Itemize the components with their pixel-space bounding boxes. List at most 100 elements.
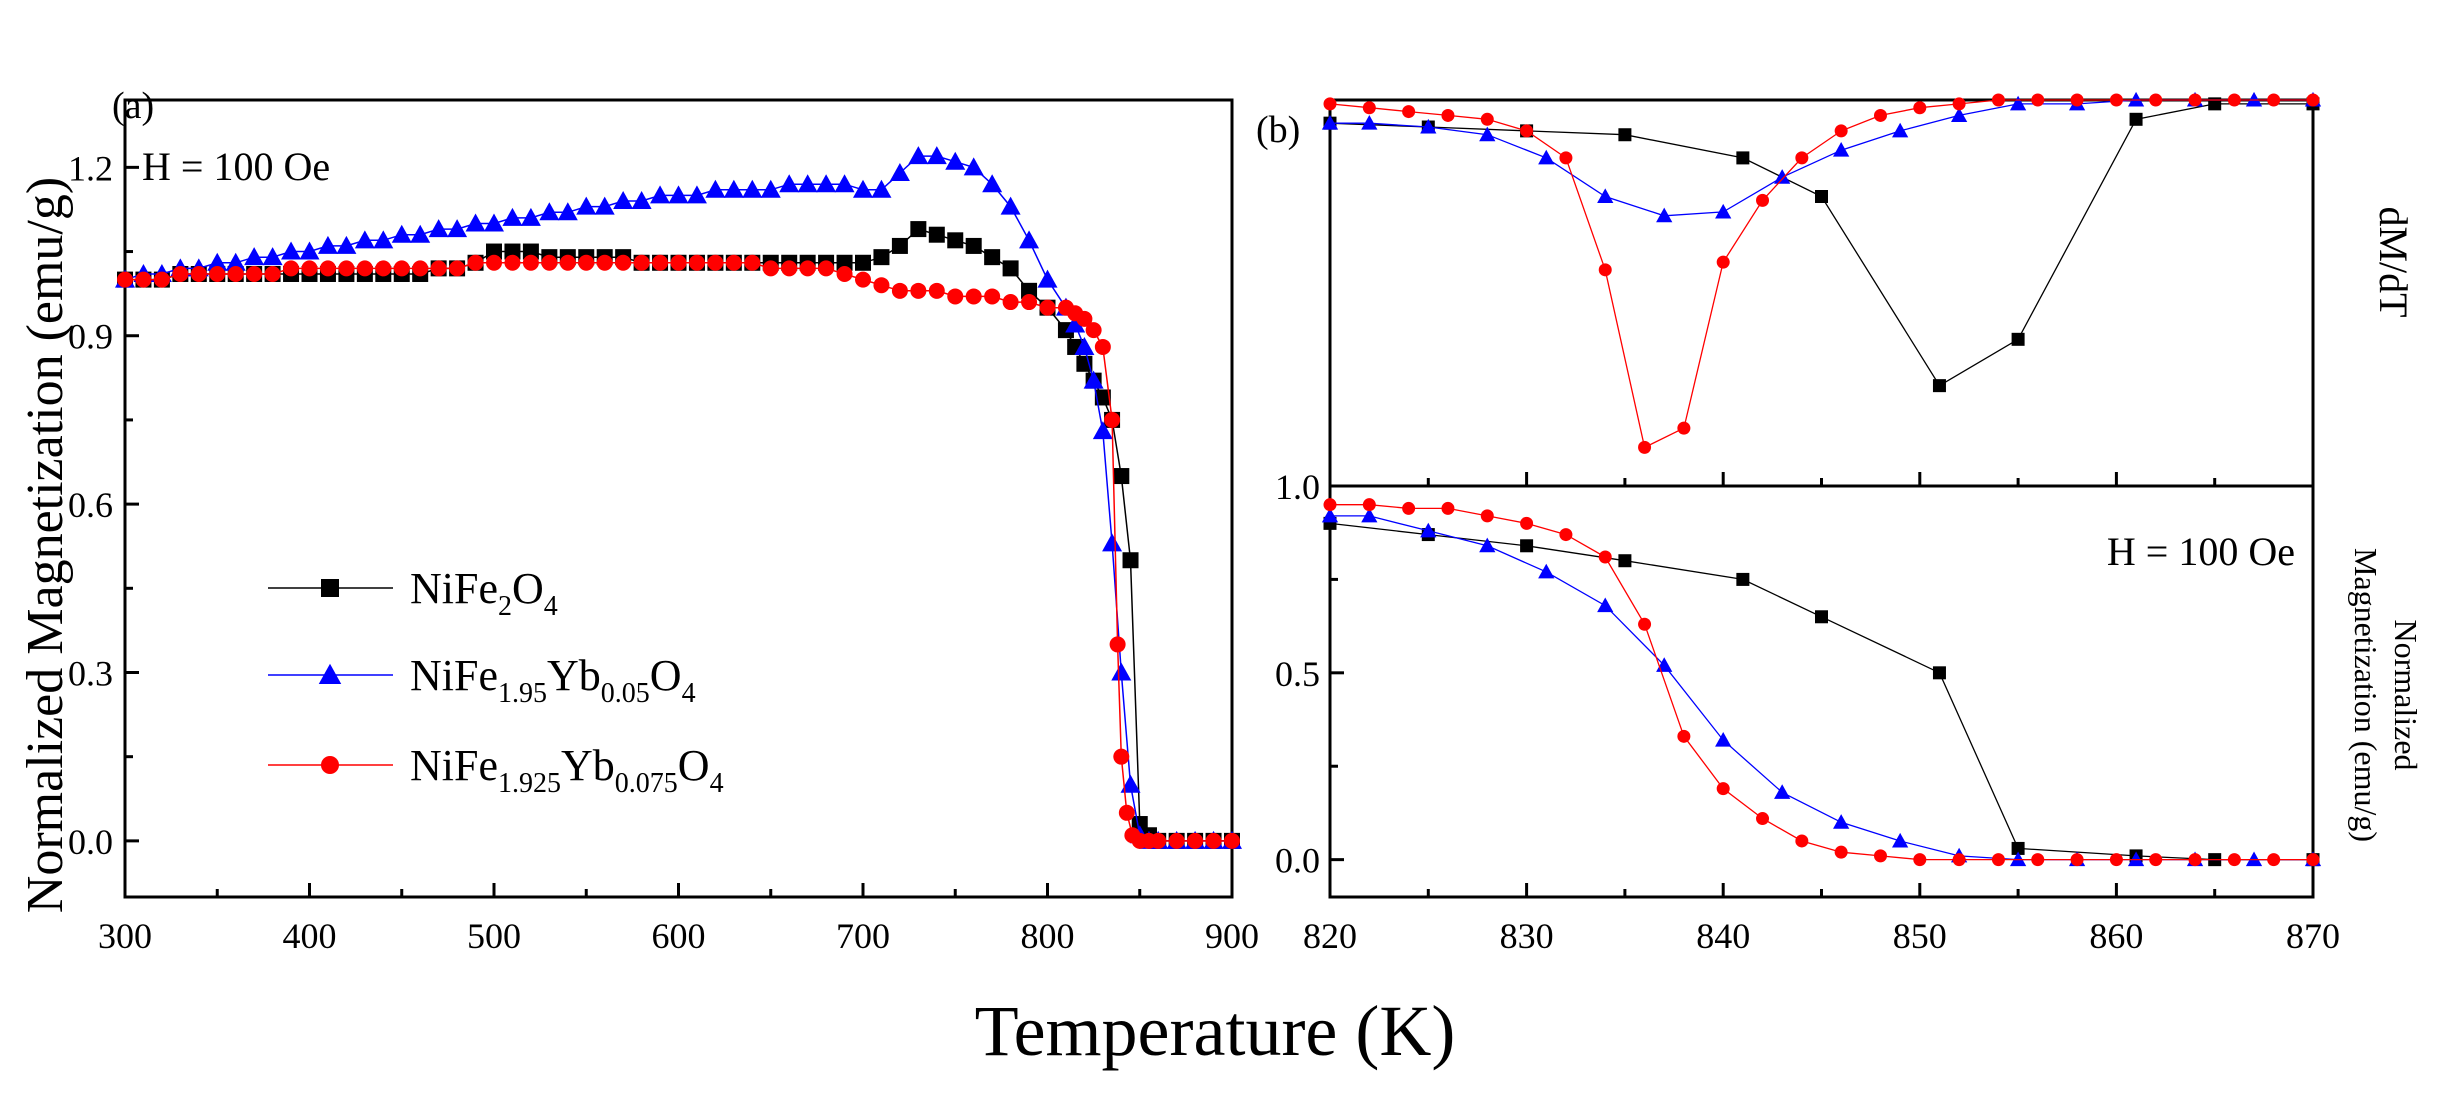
legend-item-2: NiFe1.95Yb0.05O4 xyxy=(268,651,696,709)
panel-a-series-1-point xyxy=(855,254,871,271)
panel-b-xtick-label: 870 xyxy=(2286,916,2340,956)
panel-b-bottom-series-2-point xyxy=(1538,563,1555,579)
panel-a-series-3-point xyxy=(319,260,336,277)
panel-a-series-2-point xyxy=(557,202,578,221)
panel-b-top-series-3-point xyxy=(2070,93,2084,107)
panel-a-series-3-point xyxy=(430,260,447,277)
panel-a-series-3-point xyxy=(1039,299,1056,316)
panel-b-bottom-series-3-point xyxy=(2109,853,2123,867)
panel-b-field-note: H = 100 Oe xyxy=(2107,529,2295,574)
panel-b-top-series-3-point xyxy=(1991,93,2005,107)
panel-b-bottom-series-1-point xyxy=(2011,841,2025,855)
panel-a-series-1-point xyxy=(522,243,539,260)
legend-subscript: 4 xyxy=(544,591,558,622)
panel-b-bottom-series-2-point xyxy=(2009,851,2027,867)
panel-a-series-3-point xyxy=(1187,832,1204,849)
panel-a-series-2-point xyxy=(963,157,984,176)
panel-a-series-3-point xyxy=(688,254,705,271)
panel-a-series-3-point xyxy=(375,260,392,277)
panel-a-series-3-point xyxy=(135,271,152,288)
panel-a-label: (a) xyxy=(112,85,154,127)
panel-b-bottom-series-3-point xyxy=(2188,853,2202,867)
legend-item-3: NiFe1.925Yb0.075O4 xyxy=(268,741,724,799)
panel-a-series-3-point xyxy=(190,265,207,282)
panel-a-series-3-point xyxy=(799,260,816,277)
panel-a-series-3-point xyxy=(670,254,687,271)
panel-a-series-2-point xyxy=(1037,269,1058,288)
panel-a-series-3-point xyxy=(486,254,502,271)
panel-a-series-1-point xyxy=(947,232,964,249)
panel-a-series-2-point xyxy=(982,174,1003,193)
panel-b-top-series-3-point xyxy=(1559,151,1573,165)
panel-b-bottom-series-3-point xyxy=(1362,498,1376,512)
panel-a-series-2-point xyxy=(760,179,781,198)
panel-b-xtick-label: 820 xyxy=(1303,916,1357,956)
panel-a-series-3-point xyxy=(1118,804,1135,821)
panel-a-series-3-point xyxy=(559,254,576,271)
legend-text: O xyxy=(512,564,544,613)
panel-b-top-series-2-point xyxy=(1715,203,1732,219)
panel-b-xtick-label: 840 xyxy=(1696,916,1750,956)
panel-b-top-series-3 xyxy=(1323,93,2320,454)
panel-a-series-1-point xyxy=(1021,282,1038,299)
panel-a-series-1-point xyxy=(836,254,853,271)
panel-b-top-series-3-point xyxy=(2227,93,2241,107)
panel-b-bottom-series-3-point xyxy=(1441,501,1455,515)
legend-subscript: 2 xyxy=(498,591,512,622)
panel-a-series-2-point xyxy=(926,146,947,165)
panel-a-series-2-point xyxy=(631,191,652,210)
panel-b-bottom-series-3-point xyxy=(1480,509,1494,523)
panel-b-top-series-3-point xyxy=(1480,112,1494,126)
panel-b-top-series-1 xyxy=(1323,97,2320,393)
panel-b-top-ylabel: dM/dT xyxy=(2371,206,2416,317)
panel-a-ytick-label: 0.9 xyxy=(68,317,113,357)
panel-a-ytick-label: 0.0 xyxy=(68,822,113,862)
panel-a-series-2-point xyxy=(779,174,800,193)
panel-b-top-series-3-point xyxy=(2188,93,2202,107)
panel-a-series-2-point xyxy=(576,196,597,215)
legend-text: NiFe xyxy=(410,651,498,700)
panel-b-bottom-ylabel-line1: Normalized xyxy=(2388,619,2424,770)
panel-b-top-series-3-point xyxy=(1716,255,1730,269)
panel-a-series-2-point xyxy=(207,252,228,271)
panel-b-top-series-1-point xyxy=(1618,128,1632,142)
panel-b-bottom-series-2-point xyxy=(1361,507,1378,523)
panel-a-series-3-point xyxy=(541,254,558,271)
legend-text: Yb xyxy=(561,741,615,790)
panel-a-series-3-point xyxy=(117,271,133,288)
panel-a-series-2-point xyxy=(816,174,837,193)
panel-b-bottom-series-2-point xyxy=(1892,832,1909,848)
panel-b-top-series-3-point xyxy=(1520,124,1534,138)
panel-b-top-series-2-point xyxy=(1833,142,1850,157)
legend-item-1: NiFe2O4 xyxy=(268,564,558,622)
panel-b-ytick-label: 1.0 xyxy=(1275,467,1320,507)
panel-a-series-2-point xyxy=(908,146,929,165)
panel-a-series-2-point xyxy=(613,191,634,210)
legend-label: NiFe1.95Yb0.05O4 xyxy=(410,651,696,709)
panel-a-xtick-label: 500 xyxy=(467,916,521,956)
panel-a-series-3-point xyxy=(283,260,300,277)
panel-a-series-3-point xyxy=(467,254,484,271)
panel-b-top-series-1-point xyxy=(1932,379,1946,393)
legend-subscript: 0.075 xyxy=(615,768,678,799)
panel-a-series-3-point xyxy=(873,277,890,294)
panel-b-bottom-series-3-point xyxy=(1402,501,1416,515)
panel-b-ytick-label: 0.5 xyxy=(1275,654,1320,694)
panel-a-series-2-point xyxy=(262,247,283,266)
panel-b-bottom-series-2-point xyxy=(1420,522,1437,538)
legend-subscript: 4 xyxy=(710,768,724,799)
panel-a-ytick-label: 0.6 xyxy=(68,485,113,525)
panel-b-top-series-3-point xyxy=(2031,93,2045,107)
panel-a-field-note: H = 100 Oe xyxy=(142,144,330,189)
legend-subscript: 4 xyxy=(682,678,696,709)
panel-b-bottom-series-2-point xyxy=(1321,507,1339,523)
panel-b-top-series-1-point xyxy=(1736,151,1750,165)
panel-b-top-series-3-point xyxy=(1441,108,1455,122)
panel-a-series-3-point xyxy=(1168,832,1185,849)
panel-a-series-3-point xyxy=(984,288,1001,305)
panel-a-series-2-point xyxy=(1102,533,1123,552)
panel-a-series-3-point xyxy=(301,260,318,277)
panel-a-series-3-point xyxy=(781,260,798,277)
panel-b-bottom-series-3-point xyxy=(1991,853,2005,867)
panel-b-top-series-2-point xyxy=(1597,188,1614,203)
